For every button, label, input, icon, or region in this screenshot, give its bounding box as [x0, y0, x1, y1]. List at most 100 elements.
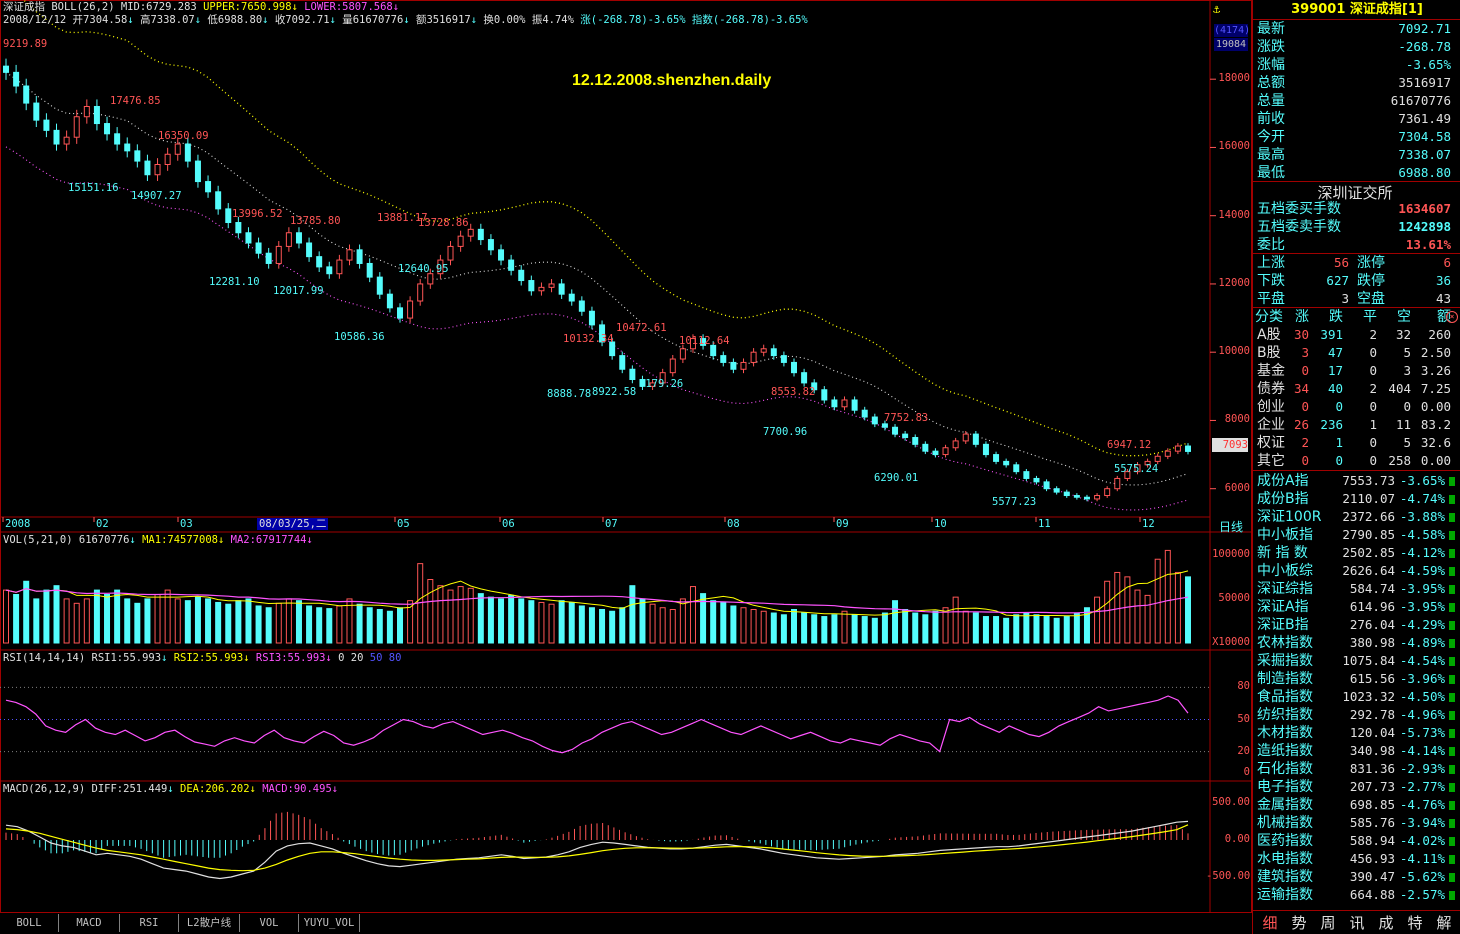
- index-row[interactable]: 深证B指 276.04 -4.29%: [1253, 616, 1457, 634]
- panel-tab[interactable]: 势: [1291, 914, 1307, 932]
- index-row[interactable]: 纺织指数 292.78 -4.96%: [1253, 706, 1457, 724]
- extreme-point-label: 12640.95: [398, 263, 449, 275]
- volume-bar: [477, 593, 484, 644]
- index-row[interactable]: 成份A指 7553.73 -3.65%: [1253, 472, 1457, 490]
- volume-bar: [265, 607, 272, 644]
- quote-value: -268.78: [1398, 39, 1451, 54]
- anchor-icon[interactable]: ⚓: [1213, 2, 1221, 16]
- category-name: 企业: [1257, 417, 1285, 433]
- panel-tab[interactable]: 周: [1320, 914, 1336, 932]
- period-label[interactable]: 日线: [1219, 520, 1244, 534]
- tab-vol[interactable]: VOL: [240, 914, 299, 932]
- index-row[interactable]: 采掘指数 1075.84 -4.54%: [1253, 652, 1457, 670]
- index-row[interactable]: 深证A指 614.96 -3.95%: [1253, 598, 1457, 616]
- category-row[interactable]: A股 30 391 2 32 260: [1253, 326, 1457, 344]
- category-row[interactable]: 企业 26 236 1 11 83.2: [1253, 416, 1457, 434]
- index-row[interactable]: 造纸指数 340.98 -4.14%: [1253, 742, 1457, 760]
- candle-body: [1083, 496, 1090, 500]
- index-row[interactable]: 运输指数 664.88 -2.57%: [1253, 886, 1457, 904]
- index-row[interactable]: 成份B指 2110.07 -4.74%: [1253, 490, 1457, 508]
- main-chart-svg[interactable]: [0, 0, 1252, 934]
- rsi-level-80: 80: [388, 652, 402, 664]
- candle-body: [184, 143, 191, 162]
- order-value: 13.61%: [1405, 237, 1451, 252]
- category-value: 30: [1293, 327, 1309, 342]
- tab-rsi[interactable]: RSI: [120, 914, 179, 932]
- candle-body: [134, 150, 141, 162]
- macd-diff-line: [5, 820, 1189, 880]
- panel-tab[interactable]: 成: [1378, 914, 1394, 932]
- volume-bar: [770, 612, 777, 644]
- index-row[interactable]: 深证综指 584.74 -3.95%: [1253, 580, 1457, 598]
- index-row[interactable]: 机械指数 585.76 -3.94%: [1253, 814, 1457, 832]
- index-row[interactable]: 水电指数 456.93 -4.11%: [1253, 850, 1457, 868]
- candle-body: [487, 239, 494, 251]
- category-row[interactable]: 创业 0 0 0 0 0.00: [1253, 398, 1457, 416]
- index-price: 584.74: [1349, 581, 1395, 596]
- panel-tab[interactable]: 细: [1262, 914, 1278, 932]
- index-row[interactable]: 深证100R 2372.66 -3.88%: [1253, 508, 1457, 526]
- category-value: 2: [1369, 381, 1377, 396]
- price-tick-label: 14000: [1218, 208, 1250, 221]
- panel-tab[interactable]: 解: [1436, 914, 1452, 932]
- index-row[interactable]: 中小板综 2626.64 -4.59%: [1253, 562, 1457, 580]
- volume-bar: [932, 610, 939, 644]
- category-value: 40: [1327, 381, 1343, 396]
- extreme-point-label: 8888.78: [547, 388, 592, 400]
- index-row[interactable]: 电子指数 207.73 -2.77%: [1253, 778, 1457, 796]
- extreme-point-label: 5575.24: [1114, 463, 1159, 475]
- boll-upper-line: [22, 0, 1189, 457]
- close-icon[interactable]: ×: [1446, 311, 1458, 323]
- index-row[interactable]: 食品指数 1023.32 -4.50%: [1253, 688, 1457, 706]
- category-name: 权证: [1257, 435, 1285, 451]
- candle-body: [1063, 491, 1070, 497]
- category-row[interactable]: B股 3 47 0 5 2.50: [1253, 344, 1457, 362]
- category-header-cell: 空: [1397, 309, 1411, 325]
- macd-tick-label: 0.00: [1224, 833, 1250, 845]
- candle-body: [477, 228, 484, 241]
- vol-value: 61670776: [78, 534, 130, 546]
- close-value: 收7092.71: [274, 14, 330, 26]
- volume-bar: [114, 589, 121, 644]
- tab-macd[interactable]: MACD: [59, 914, 120, 932]
- index-row[interactable]: 新 指 数 2502.85 -4.12%: [1253, 544, 1457, 562]
- rsi-header: RSI(14,14,14) RSI1:55.993↓ RSI2:55.993↓ …: [3, 652, 402, 664]
- index-row[interactable]: 金属指数 698.85 -4.76%: [1253, 796, 1457, 814]
- panel-tab[interactable]: 讯: [1349, 914, 1365, 932]
- tab-yuyu-vol[interactable]: YUYU_VOL: [299, 914, 360, 932]
- extreme-point-label: 14907.27: [131, 190, 182, 202]
- rsi-tick-label: 50: [1237, 712, 1250, 725]
- quote-label: 总额: [1257, 75, 1285, 91]
- candle-body: [912, 437, 919, 445]
- tab-boll[interactable]: BOLL: [0, 914, 59, 932]
- category-value: 0: [1335, 453, 1343, 468]
- candle-body: [1073, 495, 1080, 498]
- index-row[interactable]: 石化指数 831.36 -2.93%: [1253, 760, 1457, 778]
- index-change: -4.59%: [1399, 563, 1445, 578]
- panel-tab[interactable]: 特: [1407, 914, 1423, 932]
- index-row[interactable]: 中小板指 2790.85 -4.58%: [1253, 526, 1457, 544]
- candle-body: [689, 338, 696, 350]
- category-row[interactable]: 其它 0 0 0 258 0.00: [1253, 452, 1457, 470]
- index-row[interactable]: 建筑指数 390.47 -5.62%: [1253, 868, 1457, 886]
- order-row: 五档委买手数 1634607: [1253, 200, 1457, 218]
- tab-l2[interactable]: L2散户线: [179, 914, 240, 932]
- candle-body: [720, 355, 727, 363]
- category-row[interactable]: 债券 34 40 2 404 7.25: [1253, 380, 1457, 398]
- category-row[interactable]: 基金 0 17 0 3 3.26: [1253, 362, 1457, 380]
- candle-body: [144, 160, 151, 176]
- extreme-point-label: 10586.36: [334, 331, 385, 343]
- candle-body: [831, 399, 838, 408]
- index-row[interactable]: 制造指数 615.56 -3.96%: [1253, 670, 1457, 688]
- volume-bar: [1104, 580, 1111, 644]
- candle-body: [386, 293, 393, 309]
- volume-bar: [1043, 616, 1050, 644]
- chart-area[interactable]: 深证成指 BOLL(26,2) MID:6729.283 UPPER:7650.…: [0, 0, 1252, 934]
- index-row[interactable]: 医药指数 588.94 -4.02%: [1253, 832, 1457, 850]
- candle-body: [114, 133, 121, 145]
- index-name: 纺织指数: [1257, 707, 1313, 723]
- index-row[interactable]: 木材指数 120.04 -5.73%: [1253, 724, 1457, 742]
- category-row[interactable]: 权证 2 1 0 5 32.6: [1253, 434, 1457, 452]
- index-row[interactable]: 农林指数 380.98 -4.89%: [1253, 634, 1457, 652]
- volume-bar: [1053, 617, 1060, 644]
